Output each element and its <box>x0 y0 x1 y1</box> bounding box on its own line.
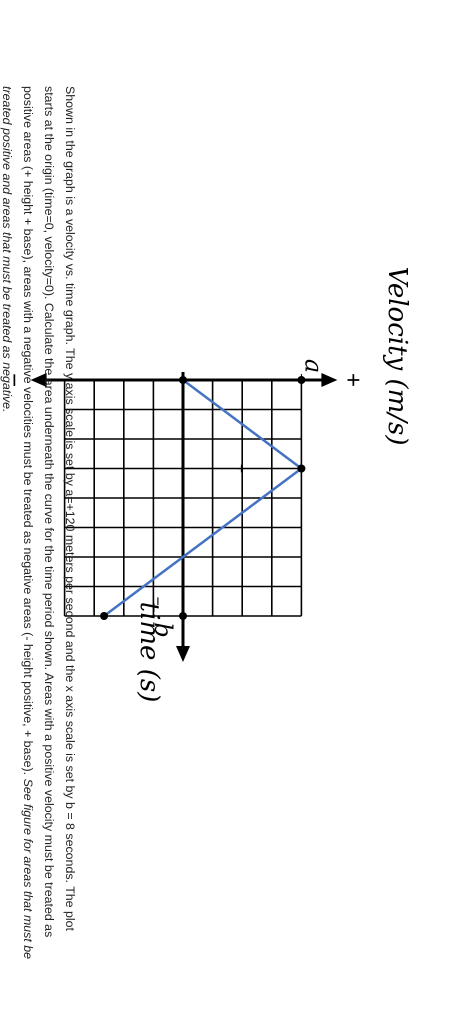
area-sign-label: + <box>232 464 249 473</box>
x-tick-label: b <box>149 622 177 637</box>
x-axis-label: time (s) <box>134 602 164 703</box>
chart-labels: Velocity (m/s) time (s) a b + − + − <box>1 266 412 702</box>
data-point <box>297 464 306 473</box>
velocity-positive-end-label: + <box>339 373 366 387</box>
data-point <box>100 612 109 620</box>
velocity-negative-end-label: − <box>1 373 28 387</box>
y-axis-label: Velocity (m/s) <box>382 266 412 445</box>
time-axis-arrow <box>176 646 190 662</box>
x-tick-point <box>179 612 187 620</box>
data-point <box>179 376 187 384</box>
chart-series <box>100 376 306 620</box>
area-sign-label: − <box>148 597 165 606</box>
problem-caption: Shown in the graph is a velocity vs. tim… <box>0 86 80 961</box>
velocity-axis-arrow-negative <box>30 373 47 387</box>
y-tick-label: a <box>299 359 327 373</box>
velocity-axis-arrow-positive <box>321 373 338 387</box>
